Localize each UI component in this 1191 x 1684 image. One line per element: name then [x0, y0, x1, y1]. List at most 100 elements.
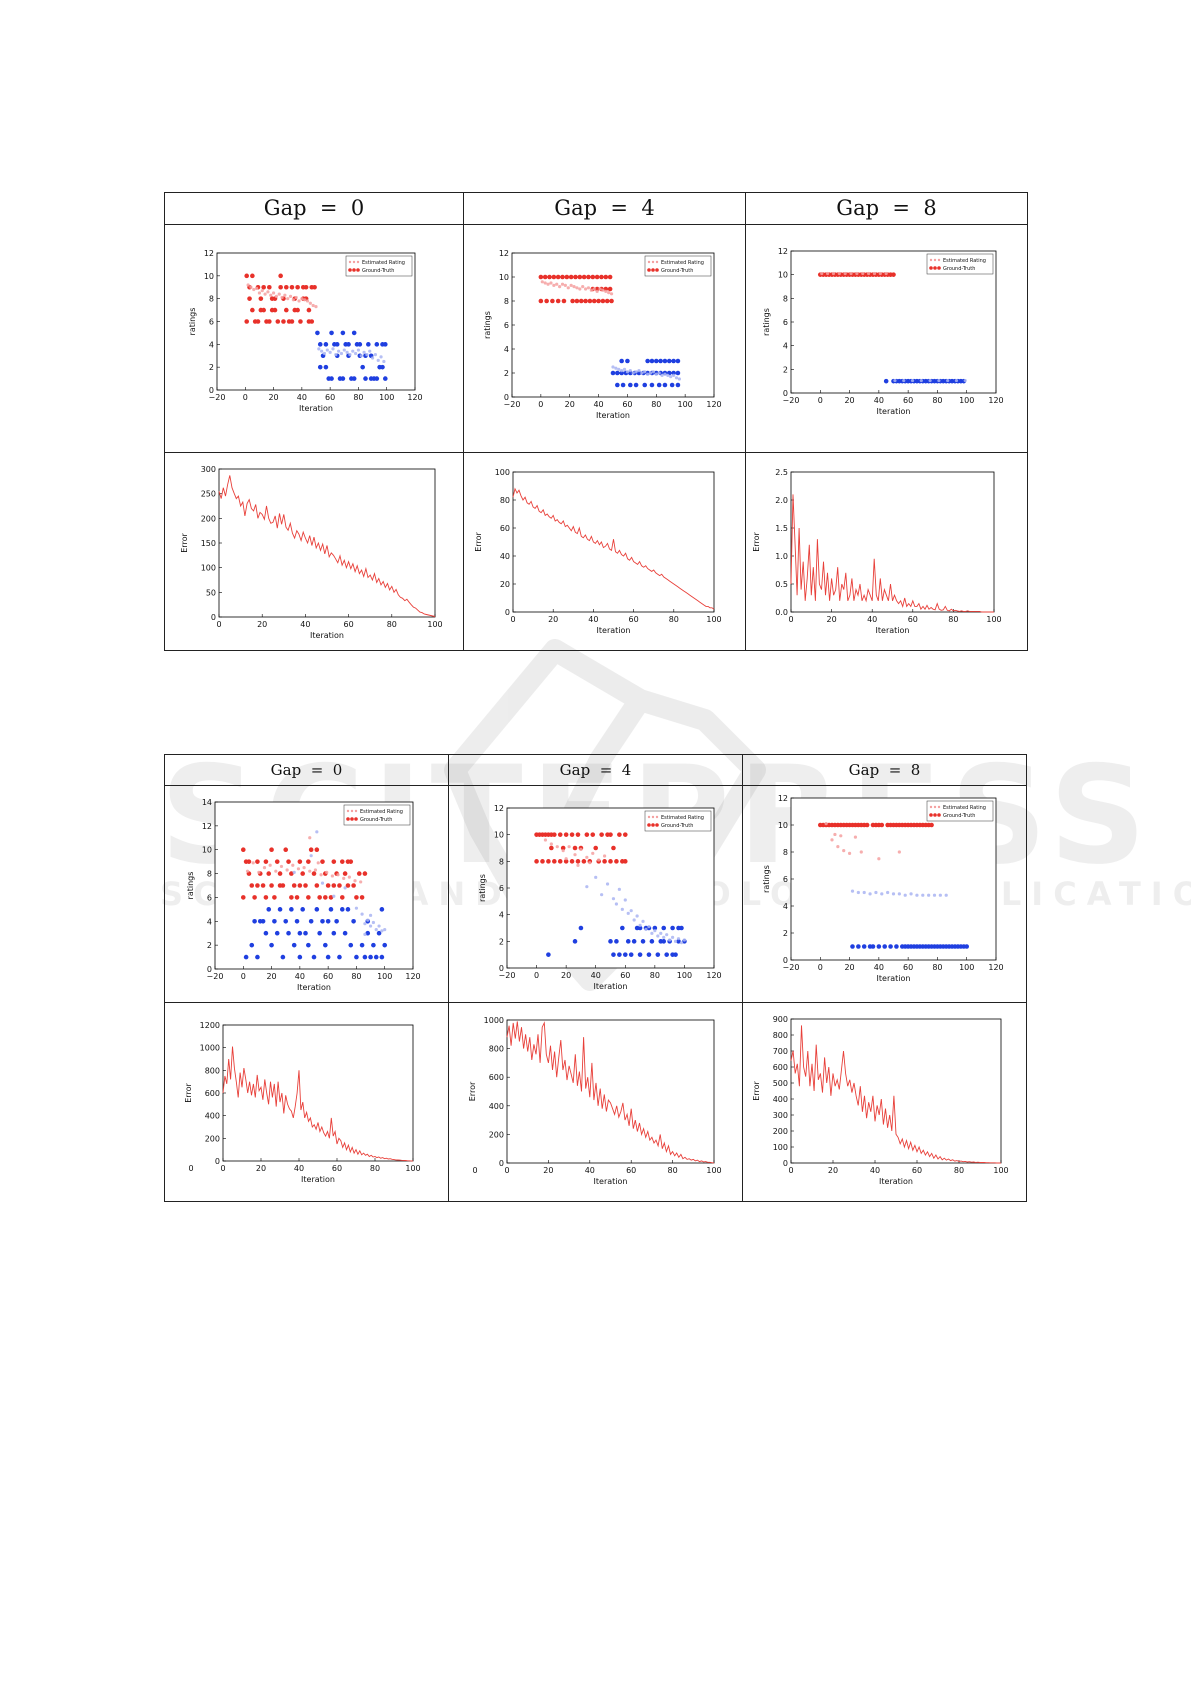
legend: Estimated Rating Ground-Truth	[345, 255, 413, 277]
ground-truth-point	[591, 298, 597, 304]
ground-truth-point	[637, 925, 643, 931]
chart-cell: −20 0 20 40 60 80 100 120 0 2 4 6 8 10 12 14 Iteration ra…	[164, 785, 449, 1003]
ground-truth-point	[249, 883, 255, 888]
y-tick-label: 12	[499, 249, 509, 258]
y-tick-label: 100	[201, 564, 216, 573]
ground-truth-point	[633, 382, 639, 388]
ground-truth-point	[671, 370, 676, 376]
x-tick-label: 80	[353, 393, 363, 402]
ground-truth-point	[550, 298, 555, 304]
legend-ground-truth-marker	[356, 268, 360, 272]
ratings-scatter-chart: −20 0 20 40 60 80 100 120024681012Iterationrati…	[188, 249, 423, 413]
x-tick-label: 20	[828, 1166, 838, 1175]
legend-estimated-label: Estimated Rating	[661, 815, 704, 821]
ground-truth-point	[540, 859, 545, 864]
estimated-rating-point	[309, 854, 313, 858]
ground-truth-point	[281, 319, 286, 324]
estimated-rating-point	[354, 351, 358, 356]
estimated-rating-point	[266, 290, 270, 294]
ground-truth-point	[246, 859, 252, 864]
legend-box	[926, 253, 994, 275]
legend-estimated-marker	[651, 815, 655, 819]
estimated-rating-point	[660, 373, 664, 377]
x-tick-label: 40	[591, 971, 601, 980]
y-axis-label: Error	[752, 532, 761, 552]
x-tick-label: 60	[325, 393, 335, 402]
error-series-line	[506, 1021, 715, 1164]
ground-truth-point	[252, 918, 257, 924]
y-tick-label: 0	[499, 1159, 504, 1168]
x-axis-label: Iteration	[879, 1177, 913, 1186]
y-tick-label: 8	[207, 870, 212, 879]
ground-truth-point	[351, 376, 357, 381]
y-tick-label: 800	[489, 1045, 504, 1054]
error-line-chart: 0 20 40 60 80 100 0 100 200 300 400 500 600 700 800 900…	[752, 1015, 1009, 1186]
ground-truth-point	[655, 952, 661, 957]
ground-truth-point	[272, 918, 277, 924]
y-tick-label: 60	[500, 524, 510, 533]
x-tick-label: 0	[534, 971, 539, 980]
y-tick-label: 10	[778, 271, 788, 280]
ground-truth-point	[570, 298, 575, 304]
x-tick-label: 80	[651, 400, 661, 409]
ground-truth-point	[374, 376, 380, 381]
ground-truth-point	[260, 883, 266, 888]
estimated-rating-point	[903, 893, 907, 897]
x-tick-label: 60	[908, 615, 918, 624]
legend-ground-truth-marker	[346, 817, 350, 821]
legend: Estimated Rating Ground-Truth	[926, 253, 994, 275]
ground-truth-point	[291, 942, 297, 948]
estimated-rating-point	[604, 289, 608, 293]
estimated-rating-point	[280, 295, 284, 300]
plot-frame	[506, 1019, 715, 1164]
estimated-rating-point	[343, 886, 347, 890]
estimated-rating-point	[644, 927, 648, 931]
ground-truth-point	[303, 930, 308, 936]
estimated-rating-point	[837, 271, 841, 276]
x-tick-label: −20	[209, 393, 226, 402]
ground-truth-point	[552, 859, 557, 864]
estimated-rating-point	[252, 287, 256, 292]
ground-truth-point	[339, 895, 345, 900]
x-tick-label: 60	[912, 1166, 922, 1175]
ground-truth-point	[306, 895, 311, 900]
estimated-rating-point	[268, 863, 272, 867]
estimated-rating-point	[632, 918, 636, 922]
table-header-gap-8: Gap = 8	[745, 192, 1028, 225]
ground-truth-point	[656, 382, 662, 388]
x-tick-label: 20	[257, 620, 267, 629]
y-tick-label: 4	[499, 911, 504, 920]
ground-truth-point	[568, 274, 574, 280]
estimated-rating-point	[954, 378, 959, 383]
ground-truth-point	[351, 883, 356, 888]
ground-truth-point	[662, 382, 668, 388]
estimated-rating-point	[561, 849, 565, 853]
x-tick-label: −20	[783, 963, 800, 972]
ground-truth-point	[243, 954, 249, 960]
y-axis-label: ratings	[188, 308, 197, 336]
legend-ground-truth-marker	[655, 268, 659, 272]
ground-truth-point	[247, 296, 252, 301]
y-tick-label: 600	[205, 1089, 220, 1098]
estimated-rating-point	[286, 297, 290, 301]
estimated-rating-point	[607, 291, 611, 295]
y-tick-label: 400	[773, 1095, 788, 1104]
ground-truth-point	[267, 284, 272, 290]
legend-estimated-marker	[929, 805, 933, 809]
legend-estimated-marker	[352, 260, 356, 264]
y-axis-label: ratings	[762, 308, 771, 336]
y-tick-label: 10	[204, 272, 214, 281]
x-tick-label: 100	[405, 1164, 420, 1173]
y-tick-label: 0	[211, 613, 216, 622]
x-tick-label: 60	[903, 396, 913, 405]
estimated-rating-point	[359, 880, 363, 884]
ground-truth-point	[555, 274, 561, 280]
estimated-rating-point	[824, 822, 828, 826]
ground-truth-point	[882, 944, 888, 949]
ratings-scatter-chart: −20 0 20 40 60 80 100 12002468101214Iterationra…	[186, 798, 421, 992]
ground-truth-point	[652, 925, 658, 931]
estimated-rating-point	[663, 372, 667, 376]
ground-truth-point	[263, 859, 269, 864]
estimated-rating-point	[909, 892, 913, 896]
ground-truth-point	[278, 284, 283, 290]
